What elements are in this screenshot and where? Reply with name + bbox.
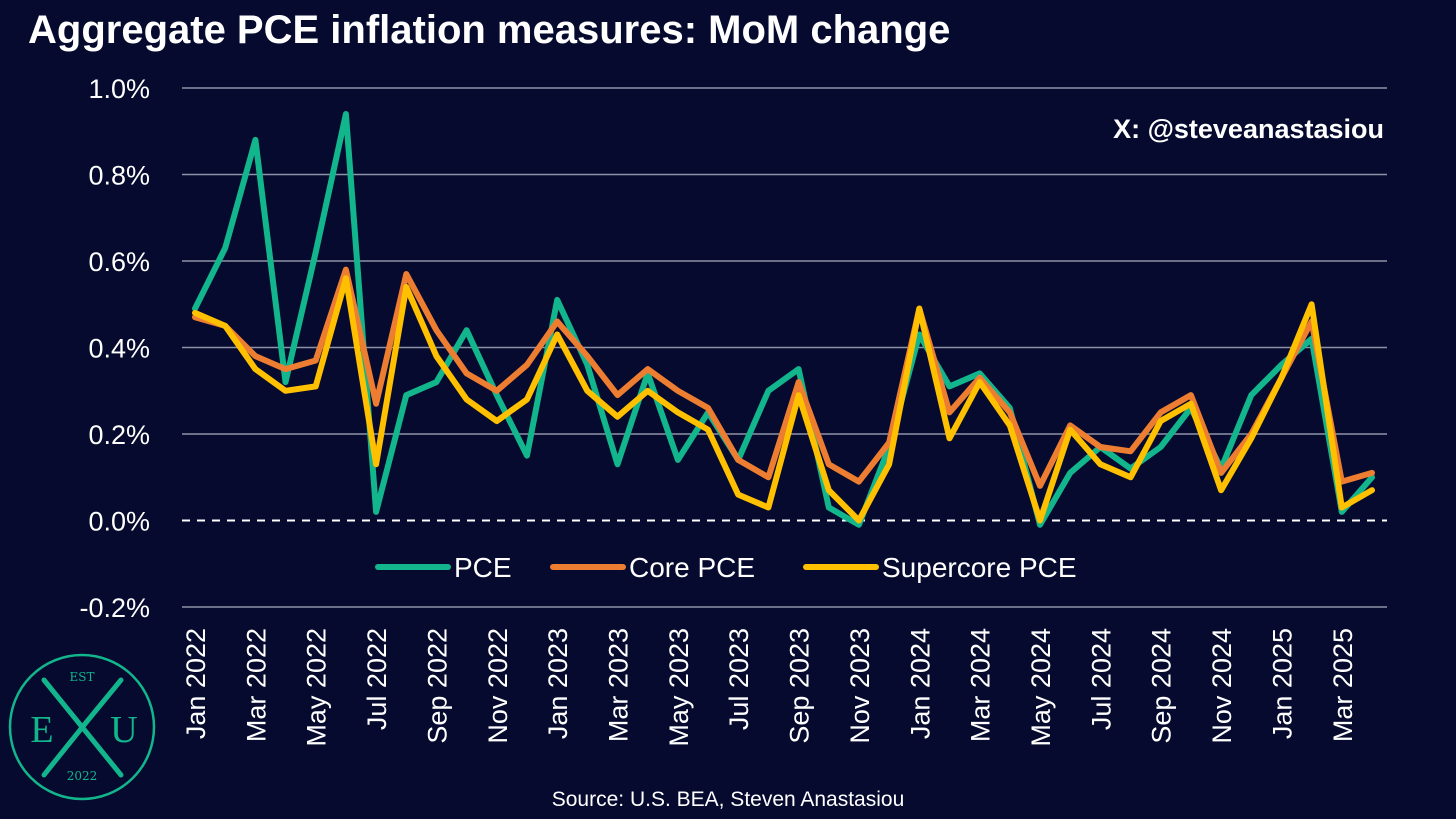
- x-tick-label: Nov 2024: [1207, 628, 1237, 744]
- x-tick-label: May 2023: [664, 628, 694, 747]
- chart-title: Aggregate PCE inflation measures: MoM ch…: [28, 8, 951, 52]
- x-tick-label: Nov 2023: [845, 628, 875, 744]
- x-tick-label: Mar 2025: [1328, 628, 1358, 742]
- legend-item-pce: PCE: [375, 552, 512, 583]
- logo-letter-e: E: [30, 709, 53, 751]
- y-tick-label: 0.8%: [88, 161, 150, 191]
- logo-year: 2022: [67, 769, 98, 783]
- exu-logo: EST E U 2022: [8, 653, 156, 801]
- x-tick-label: Nov 2022: [483, 628, 513, 744]
- x-tick-label: Sep 2024: [1147, 628, 1177, 744]
- logo-est: EST: [70, 670, 95, 684]
- x-tick-label: May 2024: [1026, 628, 1056, 747]
- source-note: Source: U.S. BEA, Steven Anastasiou: [551, 788, 905, 811]
- y-tick-label: 0.4%: [88, 334, 150, 364]
- gridlines: [182, 87, 1387, 608]
- y-tick-label: 0.0%: [88, 507, 150, 537]
- y-tick-label: 1.0%: [88, 74, 150, 104]
- x-tick-label: Jan 2023: [543, 628, 573, 739]
- series-line-core-pce: [192, 266, 1375, 489]
- watermark: X: @steveanastasiou: [1113, 114, 1384, 144]
- y-tick-label: 0.6%: [88, 247, 150, 277]
- series-line-supercore-pce: [192, 275, 1375, 524]
- x-tick-label: Jul 2023: [724, 628, 754, 730]
- legend-item-supercore-pce: Supercore PCE: [803, 552, 1077, 583]
- x-tick-label: Mar 2023: [604, 628, 634, 742]
- logo-letter-u: U: [110, 709, 137, 751]
- legend-label: Core PCE: [629, 552, 755, 583]
- series-line-pce: [192, 111, 1375, 528]
- x-tick-label: Jan 2025: [1267, 628, 1297, 739]
- legend-label: Supercore PCE: [882, 552, 1077, 583]
- y-tick-label: 0.2%: [88, 420, 150, 450]
- legend-label: PCE: [454, 552, 512, 583]
- x-axis-ticks: Jan 2022 Mar 2022 May 2022 Jul 2022 Sep 2022…: [181, 628, 1358, 747]
- legend: PCE Core PCE Supercore PCE: [375, 552, 1077, 583]
- y-axis-ticks: 1.0% 0.8% 0.6% 0.4% 0.2% 0.0% -0.2%: [79, 74, 150, 623]
- x-tick-label: Jul 2024: [1086, 628, 1116, 730]
- y-tick-label: -0.2%: [79, 593, 150, 623]
- x-tick-label: May 2022: [302, 628, 332, 747]
- x-tick-label: Sep 2022: [422, 628, 452, 744]
- x-tick-label: Sep 2023: [785, 628, 815, 744]
- x-tick-label: Mar 2024: [966, 628, 996, 742]
- x-tick-label: Jan 2024: [905, 628, 935, 739]
- x-tick-label: Jul 2022: [362, 628, 392, 730]
- x-tick-label: Jan 2022: [181, 628, 211, 739]
- x-tick-label: Mar 2022: [241, 628, 271, 742]
- legend-item-core-pce: Core PCE: [550, 552, 755, 583]
- logo-ring: [8, 653, 156, 801]
- logo-stroke-b: [41, 677, 124, 778]
- series-lines: [192, 111, 1375, 528]
